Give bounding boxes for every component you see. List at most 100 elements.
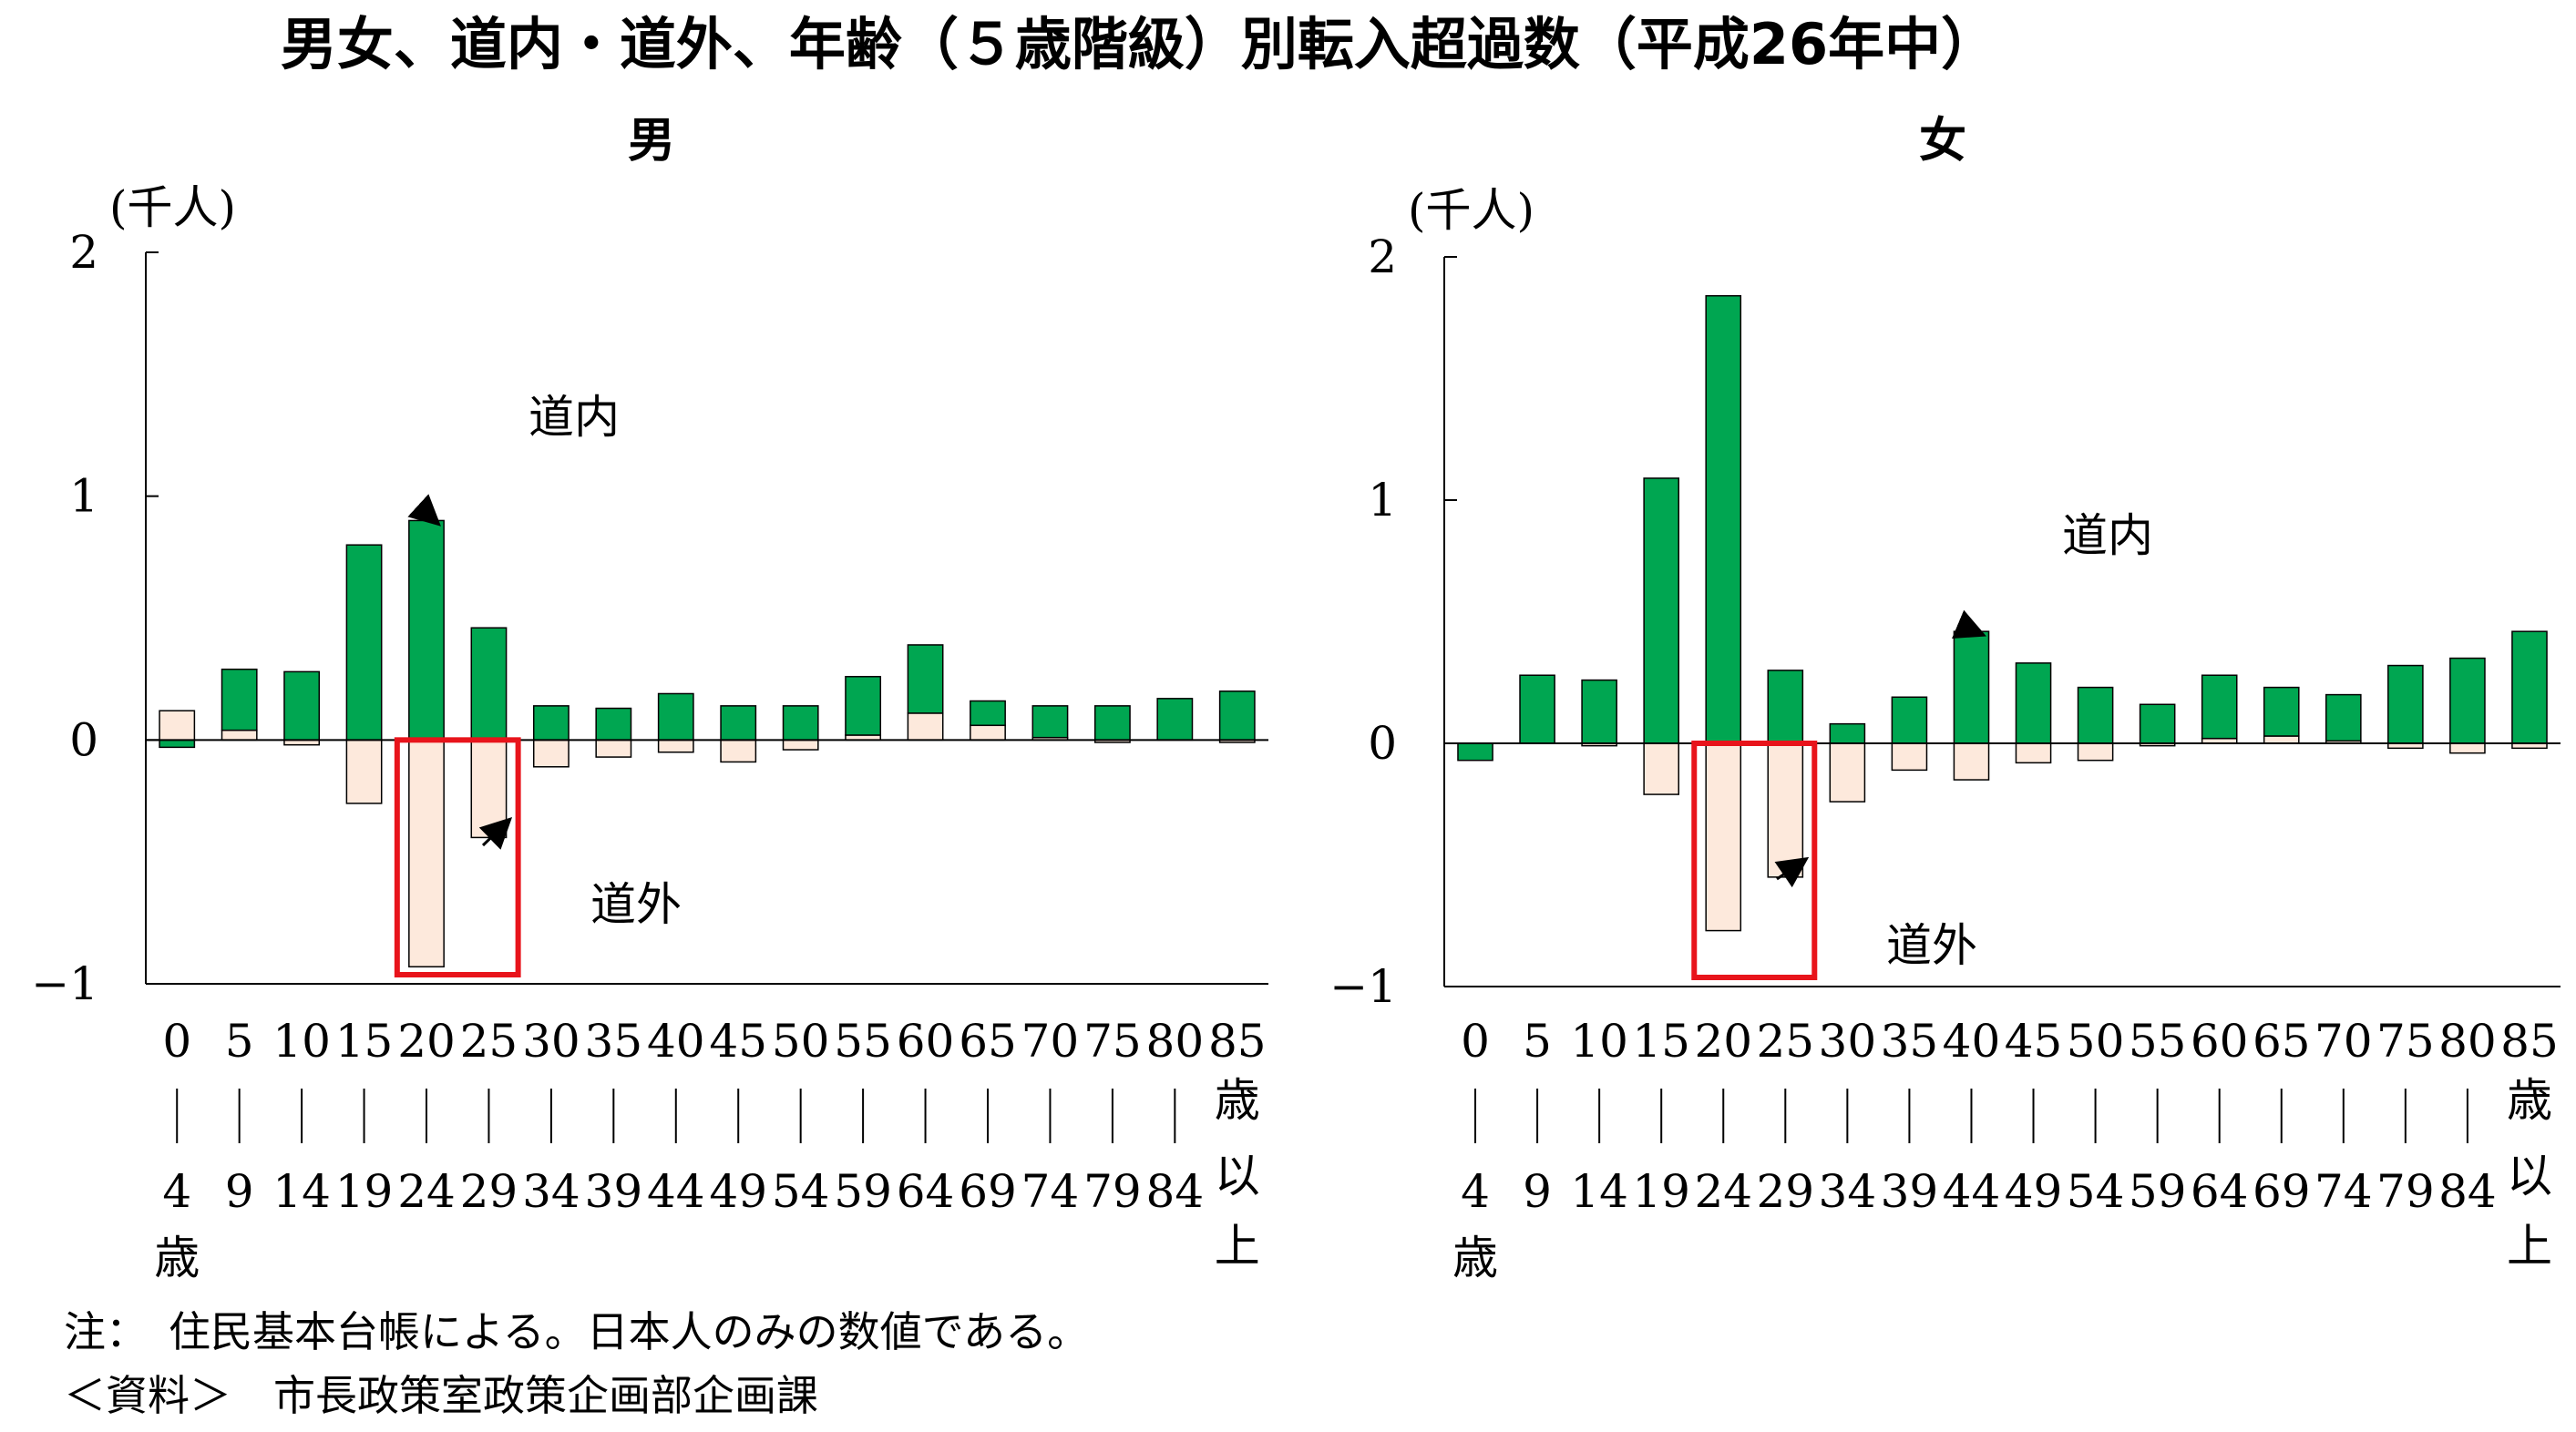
x-tick-label-end: 59	[2129, 1165, 2187, 1218]
x-tick-label-end: 24	[1694, 1165, 1752, 1218]
x-tick-label-end: 24	[397, 1165, 456, 1218]
x-tick-label-start: 25	[460, 1015, 518, 1068]
x-tick-label-end: 54	[2067, 1165, 2125, 1218]
x-tick-label-end: 54	[772, 1165, 830, 1218]
x-tick-label-start: 30	[1819, 1015, 1877, 1068]
y-tick-label: 1	[1368, 474, 1397, 527]
x-tick-label-end: 44	[647, 1165, 705, 1218]
x-tick-label-suffix: 上	[2507, 1220, 2552, 1273]
bar-domestic-70	[2325, 693, 2362, 742]
bar-domestic-85	[2511, 630, 2548, 744]
x-tick-label-start: 65	[2253, 1015, 2311, 1068]
bar-domestic-20	[408, 519, 445, 742]
bar-domestic-70	[1031, 705, 1069, 739]
bar-domestic-65	[2263, 686, 2300, 737]
x-tick-label-start: 85	[1208, 1015, 1267, 1068]
bar-outside-30	[1829, 742, 1866, 803]
annotation-label: 道内	[2062, 509, 2153, 562]
x-tick-label-suffix: 歳	[2507, 1074, 2552, 1127]
highlight-box	[1691, 741, 1818, 980]
annotation-arrow	[478, 817, 513, 850]
x-tick-label-end: 29	[1756, 1165, 1814, 1218]
x-tick-label-start: 55	[2129, 1015, 2187, 1068]
bar-domestic-45	[2015, 662, 2052, 744]
x-tick-label-end: 4	[162, 1165, 191, 1218]
bar-domestic-50	[2077, 686, 2114, 744]
bar-outside-20	[1705, 742, 1742, 932]
x-tick-label-end: 以	[2507, 1150, 2552, 1202]
x-tick-label-end: 64	[897, 1165, 955, 1218]
x-tick-label-suffix: 上	[1215, 1220, 1260, 1273]
bar-domestic-15	[1643, 477, 1680, 744]
bar-domestic-55	[2139, 703, 2176, 744]
bar-domestic-15	[345, 544, 383, 742]
bar-domestic-50	[782, 705, 819, 742]
annotation-arrow	[407, 494, 441, 527]
x-tick-label-end: 44	[1943, 1165, 2001, 1218]
x-tick-label-start: 15	[335, 1015, 394, 1068]
bar-domestic-5	[1519, 674, 1555, 744]
x-tick-label-end: 84	[2438, 1165, 2497, 1218]
x-tick-label-start: 40	[647, 1015, 705, 1068]
x-tick-label-start: 40	[1943, 1015, 2001, 1068]
x-tick-label-start: 0	[162, 1015, 191, 1068]
bar-outside-0	[159, 710, 196, 742]
bar-domestic-0	[159, 739, 196, 749]
annotation-label: 道外	[590, 878, 682, 931]
x-tick-label-start: 55	[834, 1015, 892, 1068]
x-tick-label-end: 14	[1570, 1165, 1628, 1218]
bar-domestic-75	[2387, 664, 2424, 744]
x-tick-label-start: 70	[2314, 1015, 2373, 1068]
bar-outside-45	[720, 739, 757, 763]
x-tick-label-end: 19	[335, 1165, 394, 1218]
x-tick-label-start: 20	[397, 1015, 456, 1068]
x-tick-label-start: 50	[2067, 1015, 2125, 1068]
x-tick-label-start: 60	[897, 1015, 955, 1068]
x-tick-label-start: 5	[225, 1015, 254, 1068]
x-tick-label-end: 以	[1215, 1150, 1260, 1202]
x-tick-label-end: 84	[1146, 1165, 1205, 1218]
y-tick-label: 2	[1368, 230, 1397, 283]
y-axis-unit-label: (千人)	[109, 181, 236, 234]
x-tick-label-start: 80	[2438, 1015, 2497, 1068]
bar-domestic-40	[1953, 630, 1990, 744]
bar-outside-35	[1891, 742, 1928, 772]
y-axis-unit-label: (千人)	[1408, 184, 1534, 237]
bar-outside-15	[1643, 742, 1680, 795]
x-tick-label-start: 80	[1146, 1015, 1205, 1068]
x-tick-label-end: 49	[709, 1165, 767, 1218]
x-tick-label-end: 59	[834, 1165, 892, 1218]
x-tick-label-end: 74	[2314, 1165, 2373, 1218]
panel-male: 男(千人)210−104歳591014151920242529303435394…	[31, 114, 1268, 1284]
x-tick-label-end: 69	[2253, 1165, 2311, 1218]
x-tick-label-end: 19	[1632, 1165, 1690, 1218]
bar-domestic-25	[470, 627, 508, 742]
bar-outside-50	[782, 739, 819, 751]
bar-domestic-20	[1705, 294, 1742, 744]
x-tick-label-start: 15	[1632, 1015, 1690, 1068]
x-tick-label-end: 34	[522, 1165, 580, 1218]
x-tick-label-start: 50	[772, 1015, 830, 1068]
x-tick-label-start: 35	[585, 1015, 643, 1068]
x-tick-label-end: 14	[272, 1165, 331, 1218]
panel-title: 男	[628, 114, 675, 169]
x-tick-label-start: 20	[1694, 1015, 1752, 1068]
bar-domestic-75	[1093, 705, 1131, 742]
bar-outside-80	[2449, 742, 2486, 754]
bar-domestic-80	[2449, 657, 2486, 744]
x-tick-label-start: 10	[272, 1015, 331, 1068]
x-tick-label-start: 75	[2376, 1015, 2435, 1068]
x-tick-label-start: 10	[1570, 1015, 1628, 1068]
bar-outside-25	[470, 739, 508, 839]
x-tick-label-end: 79	[2376, 1165, 2435, 1218]
x-tick-label-start: 25	[1756, 1015, 1814, 1068]
bar-domestic-60	[2201, 674, 2238, 740]
source-note: ＜資料＞ 市長政策室政策企画部企画課	[64, 1371, 818, 1420]
chart-title: 男女、道内・道外、年齢（５歳階級）別転入超過数（平成26年中）	[281, 11, 1997, 77]
panel-female: 女(千人)210−104歳591014151920242529303435394…	[1329, 114, 2561, 1284]
bar-domestic-5	[221, 668, 258, 731]
bar-domestic-25	[1767, 670, 1804, 744]
bar-outside-50	[2077, 742, 2114, 762]
bar-domestic-55	[845, 675, 882, 736]
